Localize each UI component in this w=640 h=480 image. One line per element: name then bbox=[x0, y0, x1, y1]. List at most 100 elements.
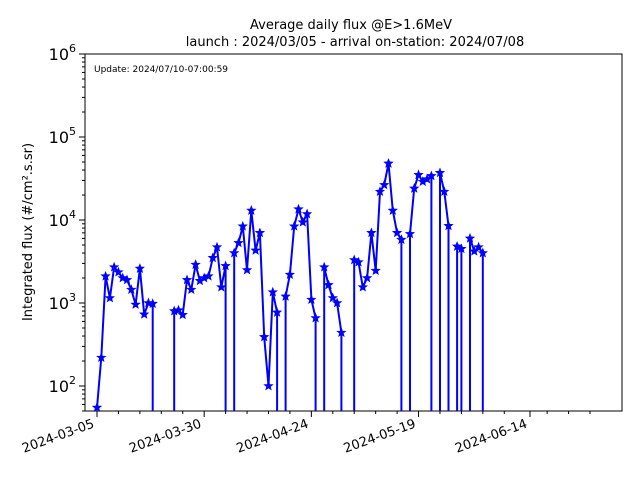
y-tick-exponent: 5 bbox=[69, 125, 76, 138]
update-annotation: Update: 2024/07/10-07:00:59 bbox=[94, 65, 228, 75]
data-point bbox=[233, 237, 244, 248]
data-point bbox=[96, 352, 107, 362]
data-point bbox=[443, 220, 454, 231]
data-point bbox=[100, 270, 111, 281]
data-point bbox=[301, 208, 313, 219]
data-point bbox=[464, 232, 476, 243]
data-point bbox=[246, 205, 257, 215]
data-point bbox=[104, 292, 115, 303]
data-point bbox=[126, 284, 137, 294]
series-line-segment bbox=[173, 246, 227, 411]
data-point bbox=[434, 167, 446, 178]
data-point bbox=[297, 216, 308, 227]
data-point bbox=[319, 261, 330, 272]
y-tick-base: 10 bbox=[49, 211, 69, 230]
data-point bbox=[177, 309, 188, 320]
series-line-segment bbox=[409, 173, 433, 411]
y-tick-base: 10 bbox=[49, 377, 69, 396]
series-line-segment bbox=[96, 266, 154, 411]
data-point bbox=[451, 241, 463, 251]
chart-title: Average daily flux @E>1.6MeV bbox=[250, 18, 452, 33]
data-point bbox=[456, 243, 467, 254]
data-point bbox=[190, 259, 201, 270]
x-tick-label: 2024-05-19 bbox=[342, 417, 418, 457]
y-tick-label: 105 bbox=[49, 125, 76, 147]
data-point bbox=[237, 220, 248, 231]
data-point bbox=[241, 264, 253, 275]
y-tick-label: 104 bbox=[49, 208, 76, 230]
data-point bbox=[216, 281, 227, 292]
data-point bbox=[207, 252, 218, 263]
y-tick-exponent: 6 bbox=[69, 42, 76, 55]
data-point bbox=[220, 260, 231, 271]
data-point bbox=[361, 272, 373, 283]
data-point bbox=[323, 279, 334, 290]
data-point bbox=[229, 247, 240, 258]
data-point bbox=[336, 327, 347, 337]
data-point bbox=[306, 294, 317, 304]
data-point bbox=[280, 290, 291, 301]
x-tick-label: 2024-06-14 bbox=[453, 417, 529, 457]
data-point bbox=[370, 265, 381, 276]
series-line-segment bbox=[233, 209, 279, 411]
data-point bbox=[357, 281, 368, 292]
chart-subtitle: launch : 2024/03/05 - arrival on-station… bbox=[186, 35, 524, 50]
data-point bbox=[211, 241, 223, 252]
data-point bbox=[134, 263, 145, 273]
data-point bbox=[327, 292, 338, 303]
data-point bbox=[181, 274, 193, 285]
series-line-segment bbox=[439, 171, 450, 411]
data-point bbox=[293, 203, 304, 214]
data-point bbox=[113, 266, 124, 277]
series-line-segment bbox=[323, 266, 343, 411]
series-line-segment bbox=[284, 208, 317, 411]
data-point bbox=[263, 380, 274, 391]
data-point bbox=[147, 298, 158, 309]
data-point bbox=[139, 308, 150, 319]
data-point bbox=[186, 284, 197, 294]
y-tick-base: 10 bbox=[49, 128, 69, 147]
x-tick-label: 2024-04-24 bbox=[235, 417, 311, 457]
data-point bbox=[267, 286, 278, 297]
data-point bbox=[331, 297, 343, 308]
data-point bbox=[391, 227, 403, 238]
y-axis-label-text: Integrated flux (#/cm².s.sr) bbox=[21, 143, 36, 321]
y-tick-label: 102 bbox=[49, 374, 76, 396]
data-point bbox=[383, 158, 394, 168]
data-point bbox=[473, 241, 484, 252]
y-tick-exponent: 4 bbox=[69, 208, 76, 221]
data-point bbox=[379, 179, 390, 190]
y-tick-base: 10 bbox=[49, 294, 69, 313]
data-point bbox=[439, 186, 450, 196]
y-tick-exponent: 2 bbox=[69, 374, 76, 387]
data-point bbox=[284, 269, 296, 279]
series-line-segment bbox=[456, 245, 463, 411]
data-point bbox=[254, 227, 266, 238]
y-tick-label: 103 bbox=[49, 291, 76, 313]
data-point bbox=[387, 205, 398, 215]
series-line-segment bbox=[353, 162, 403, 411]
data-point bbox=[349, 254, 360, 265]
data-point bbox=[259, 331, 270, 342]
series-layer bbox=[91, 158, 488, 412]
x-tick-label: 2024-03-30 bbox=[127, 417, 203, 457]
data-point bbox=[366, 227, 377, 238]
x-axis: 2024-03-05 2024-03-30 2024-04-24 2024-05-19… bbox=[20, 411, 591, 457]
data-point bbox=[374, 186, 386, 196]
data-point bbox=[413, 169, 424, 180]
y-axis-label: Integrated flux (#/cm².s.sr) bbox=[21, 143, 36, 321]
data-point bbox=[173, 304, 184, 315]
data-point bbox=[130, 299, 141, 309]
data-point bbox=[310, 312, 321, 323]
data-point bbox=[409, 182, 420, 193]
series-line-segment bbox=[469, 237, 484, 411]
data-point bbox=[91, 402, 103, 412]
data-point bbox=[396, 234, 407, 245]
data-point bbox=[477, 247, 488, 258]
data-point bbox=[404, 228, 416, 239]
y-tick-exponent: 3 bbox=[69, 291, 76, 304]
data-point bbox=[109, 261, 120, 272]
